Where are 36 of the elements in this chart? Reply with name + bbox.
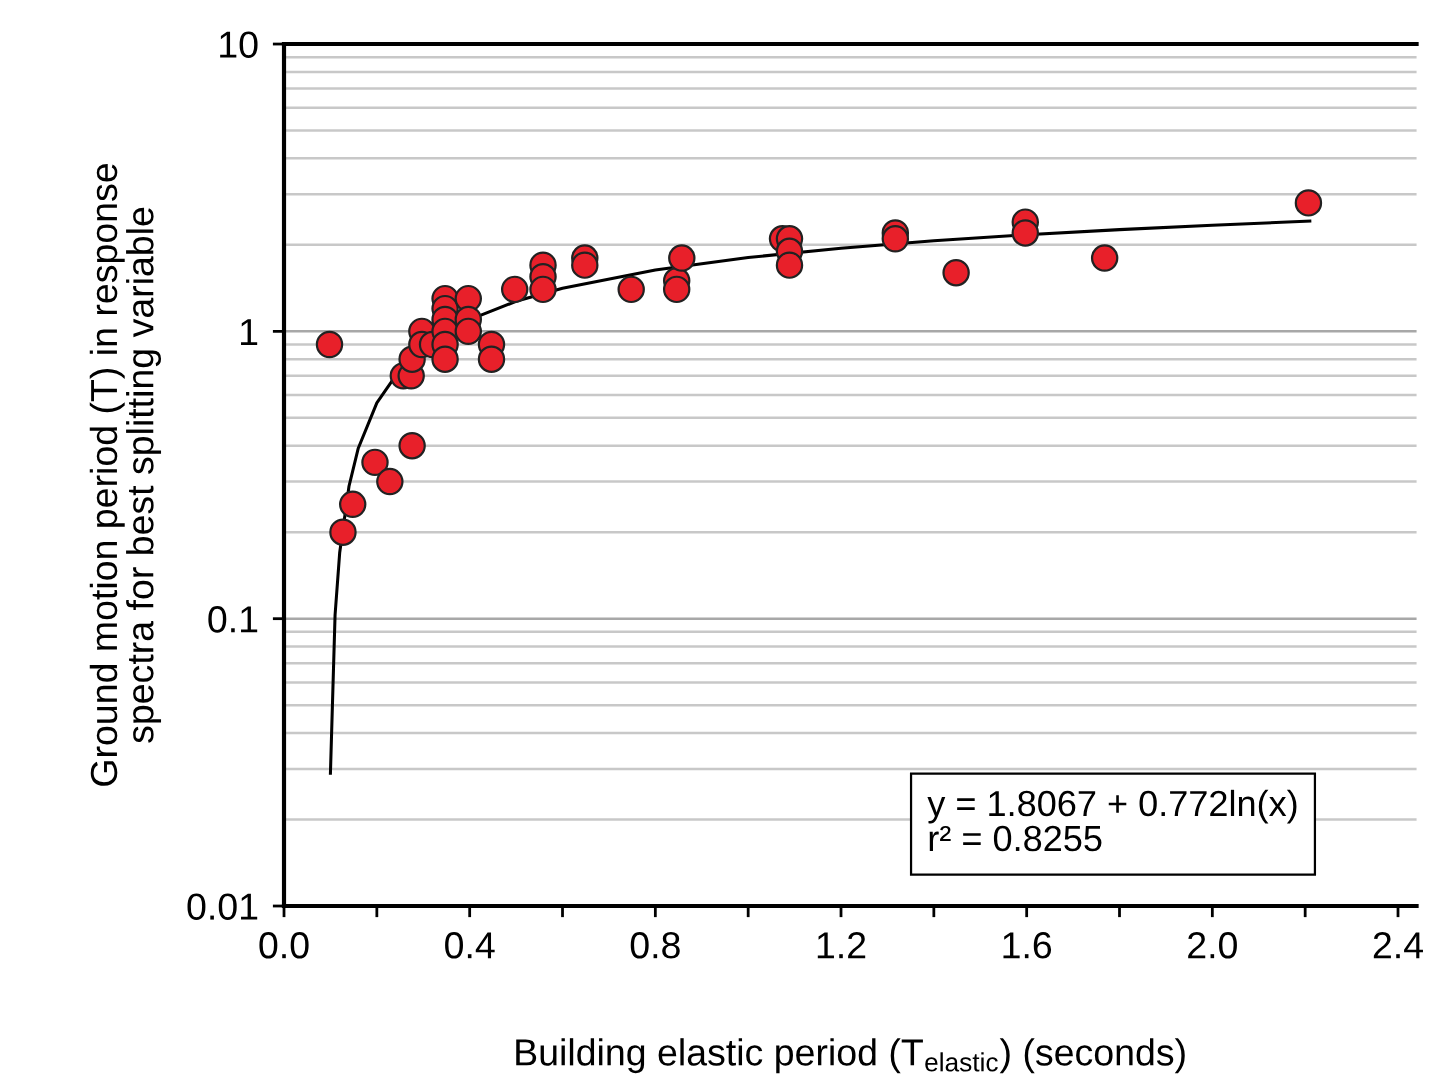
y-axis-title: Ground motion period (T) in response spectra for best splitting variable [89,164,162,786]
point [431,345,459,373]
y-tick-label: 10 [220,31,258,58]
point [881,225,910,253]
point [454,317,483,346]
point [315,330,344,359]
point [338,490,367,519]
y-tick-label: 0.01 [187,893,258,920]
point [361,448,389,477]
point [1090,244,1119,272]
x-tick-label: 0.4 [445,932,495,959]
x-tick-label: 0.0 [259,932,309,959]
point [1011,219,1040,247]
point [668,244,696,272]
y-tick-label: 1 [241,319,258,345]
point [376,467,404,496]
point [617,275,645,304]
x-tick-label: 2.0 [1188,932,1237,959]
point [662,275,691,304]
annotation: r² = 0.8255 [929,825,1102,852]
x-tick-label: 1.6 [1003,932,1052,959]
annotation: y = 1.8067 + 0.772ln(x) [927,789,1297,824]
point [1294,189,1323,217]
point [942,258,970,287]
y-tick-label: 0.1 [208,606,258,633]
point [529,275,557,304]
point [775,251,804,279]
point [500,275,529,304]
point [477,345,506,373]
point [571,251,599,279]
x-tick-label: 1.2 [817,932,866,959]
x-tick-label: 2.4 [1373,932,1423,959]
x-axis-title: Building elastic period (T$_{elastic}$) (seconds) [516,1038,1185,1074]
x-tick-label: 0.8 [630,932,680,959]
point [329,518,357,546]
point [398,431,426,460]
